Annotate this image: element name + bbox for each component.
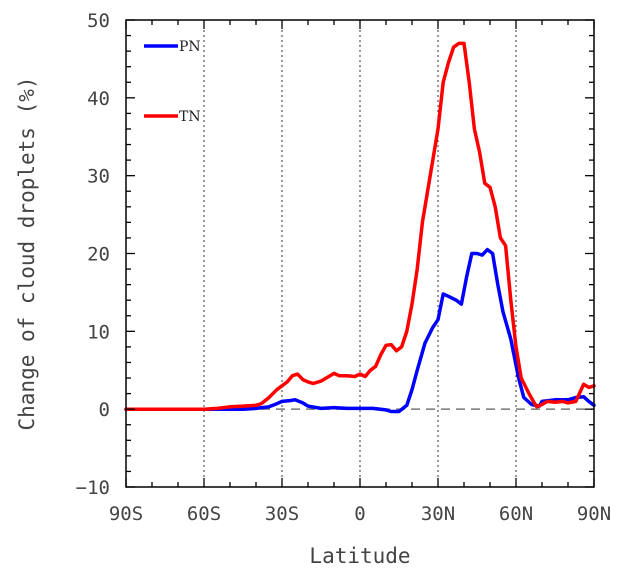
axis-labels: 90S 60S 30S 0 30N 60N 90N −10 0 10 20 30 40 50 Latitud… — [15, 10, 611, 568]
y-axis-title: Change of cloud droplets (%) — [15, 76, 39, 430]
y-tick-label: 0 — [99, 399, 110, 421]
x-tick-label: 60S — [187, 503, 221, 525]
legend-label-tn: TN — [179, 109, 201, 125]
x-tick-label: 0 — [354, 503, 365, 525]
series-line-pn — [124, 247, 596, 414]
y-tick-label: −10 — [76, 477, 110, 499]
y-tick-label: 30 — [87, 166, 110, 188]
legend-label-pn: PN — [179, 39, 201, 55]
x-tick-label: 60N — [499, 503, 533, 525]
gridlines — [126, 20, 594, 487]
legend: PN TN — [144, 39, 201, 125]
x-tick-label: 30S — [265, 503, 299, 525]
x-tick-label: 90N — [577, 503, 611, 525]
y-tick-label: 10 — [87, 321, 110, 343]
x-tick-label: 90S — [109, 503, 143, 525]
y-tick-label: 50 — [87, 10, 110, 32]
series-line-tn — [124, 41, 596, 411]
x-axis-title: Latitude — [309, 544, 410, 568]
y-tick-label: 40 — [87, 88, 110, 110]
x-tick-label: 30N — [421, 503, 455, 525]
series-lines — [124, 41, 596, 414]
axes — [125, 19, 595, 488]
y-tick-label: 20 — [87, 244, 110, 266]
